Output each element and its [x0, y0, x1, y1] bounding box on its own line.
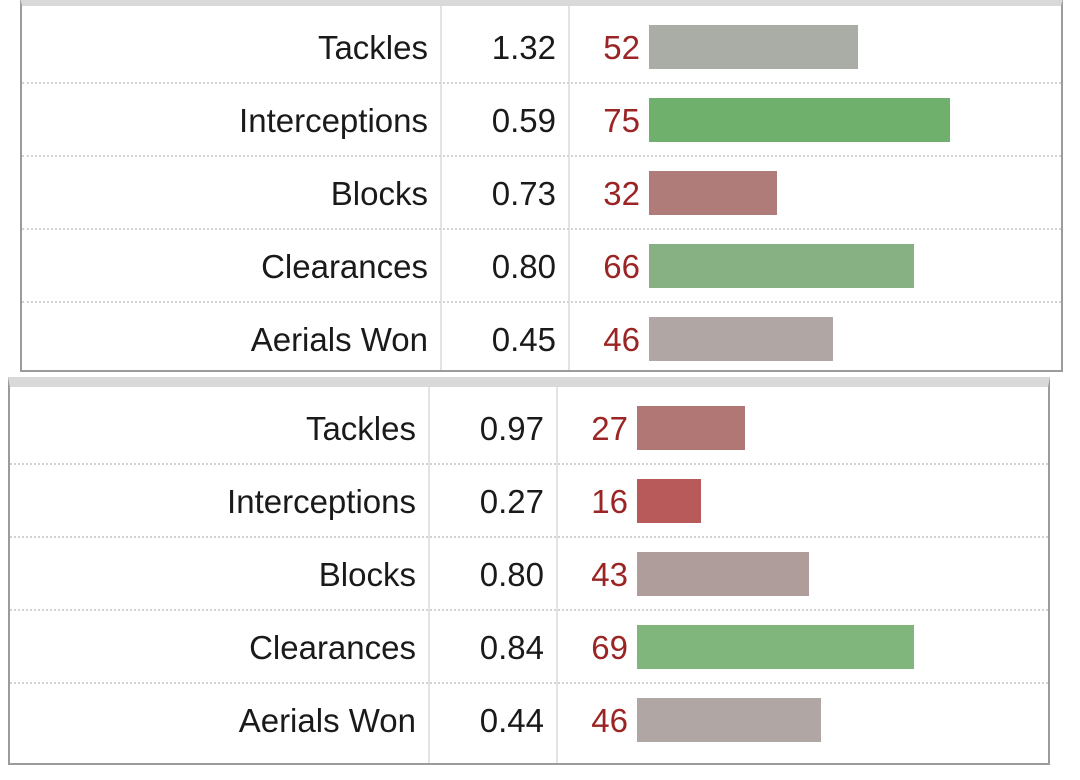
- stat-value: 0.27: [479, 483, 544, 520]
- percentile-label: 52: [603, 29, 640, 66]
- stat-value: 0.44: [479, 702, 544, 739]
- row-divider: [22, 155, 1061, 157]
- row-divider: [22, 82, 1061, 84]
- stat-value: 0.97: [479, 410, 544, 447]
- table-row: Clearances 0.80 66: [22, 230, 1061, 303]
- stat-label: Aerials Won: [250, 321, 428, 358]
- table-row: Aerials Won 0.44 46: [10, 684, 1048, 757]
- stat-value: 0.73: [491, 175, 556, 212]
- column-divider: [556, 387, 558, 763]
- stat-label: Aerials Won: [238, 702, 416, 739]
- percentile-bar: [637, 552, 809, 596]
- table-row: Interceptions 0.27 16: [10, 465, 1048, 538]
- stat-value: 0.84: [479, 629, 544, 666]
- stat-label: Interceptions: [239, 102, 428, 139]
- table-row: Clearances 0.84 69: [10, 611, 1048, 684]
- percentile-label: 27: [591, 410, 628, 447]
- percentile-bar: [649, 98, 950, 142]
- table-row: Tackles 0.97 27: [10, 392, 1048, 465]
- column-divider: [568, 6, 570, 370]
- stat-label: Blocks: [318, 556, 416, 593]
- row-divider: [22, 228, 1061, 230]
- table-row: Blocks 0.73 32: [22, 157, 1061, 230]
- stat-value: 1.32: [491, 29, 556, 66]
- table-row: Interceptions 0.59 75: [22, 84, 1061, 157]
- row-divider: [10, 682, 1048, 684]
- percentile-bar: [637, 406, 745, 450]
- stat-value: 0.80: [479, 556, 544, 593]
- percentile-bar: [649, 171, 777, 215]
- table-row: Aerials Won 0.45 46: [22, 303, 1061, 376]
- percentile-bar: [637, 479, 701, 523]
- percentile-label: 69: [591, 629, 628, 666]
- column-divider: [440, 6, 442, 370]
- column-divider: [428, 387, 430, 763]
- stats-panel-bottom: Tackles 0.97 27 Interceptions 0.27 16 Blocks 0.…: [8, 377, 1050, 765]
- percentile-bar: [649, 317, 833, 361]
- percentile-bar: [649, 25, 858, 69]
- row-divider: [10, 609, 1048, 611]
- stat-label: Tackles: [317, 29, 428, 66]
- stats-panel-top: Tackles 1.32 52 Interceptions 0.59 75 Blocks 0.…: [20, 0, 1063, 372]
- stat-label: Clearances: [261, 248, 428, 285]
- row-divider: [10, 463, 1048, 465]
- stat-value: 0.59: [491, 102, 556, 139]
- stat-value: 0.45: [491, 321, 556, 358]
- stat-label: Tackles: [305, 410, 416, 447]
- percentile-bar: [649, 244, 914, 288]
- percentile-bar: [637, 625, 914, 669]
- percentile-label: 32: [603, 175, 640, 212]
- percentile-label: 16: [591, 483, 628, 520]
- table-row: Tackles 1.32 52: [22, 11, 1061, 84]
- percentile-label: 66: [603, 248, 640, 285]
- table-row: Blocks 0.80 43: [10, 538, 1048, 611]
- stat-label: Blocks: [330, 175, 428, 212]
- stat-label: Clearances: [249, 629, 416, 666]
- percentile-bar: [637, 698, 821, 742]
- stat-value: 0.80: [491, 248, 556, 285]
- percentile-label: 43: [591, 556, 628, 593]
- stat-label: Interceptions: [227, 483, 416, 520]
- row-divider: [10, 536, 1048, 538]
- row-divider: [22, 301, 1061, 303]
- percentile-label: 46: [603, 321, 640, 358]
- percentile-label: 75: [603, 102, 640, 139]
- percentile-label: 46: [591, 702, 628, 739]
